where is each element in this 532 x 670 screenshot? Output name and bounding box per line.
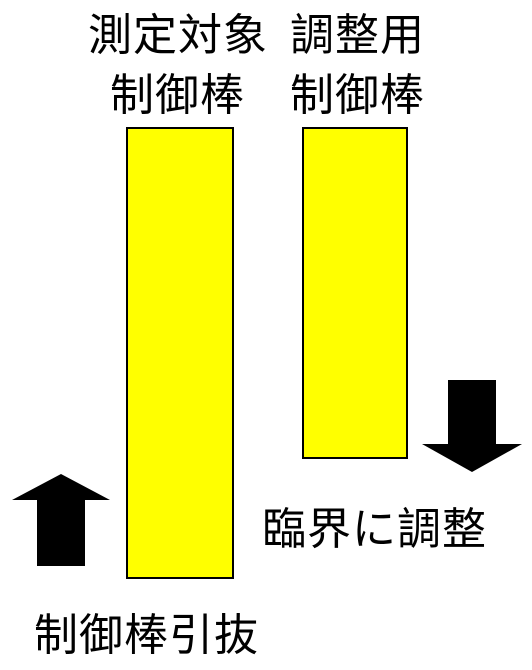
rod-withdrawal-label: 制御棒引抜 — [34, 610, 259, 661]
measured-rod-label-line2: 制御棒 — [110, 70, 245, 121]
critical-adjust-label: 臨界に調整 — [262, 504, 487, 555]
measured-control-rod — [126, 127, 234, 579]
arrow-up-icon — [10, 474, 112, 566]
arrow-down-icon — [420, 380, 524, 472]
adjusting-control-rod — [302, 127, 408, 459]
measured-rod-label-line1: 測定対象 — [88, 10, 268, 61]
adjust-rod-label-line2: 制御棒 — [290, 70, 425, 121]
adjust-rod-label-line1: 調整用 — [290, 10, 425, 61]
